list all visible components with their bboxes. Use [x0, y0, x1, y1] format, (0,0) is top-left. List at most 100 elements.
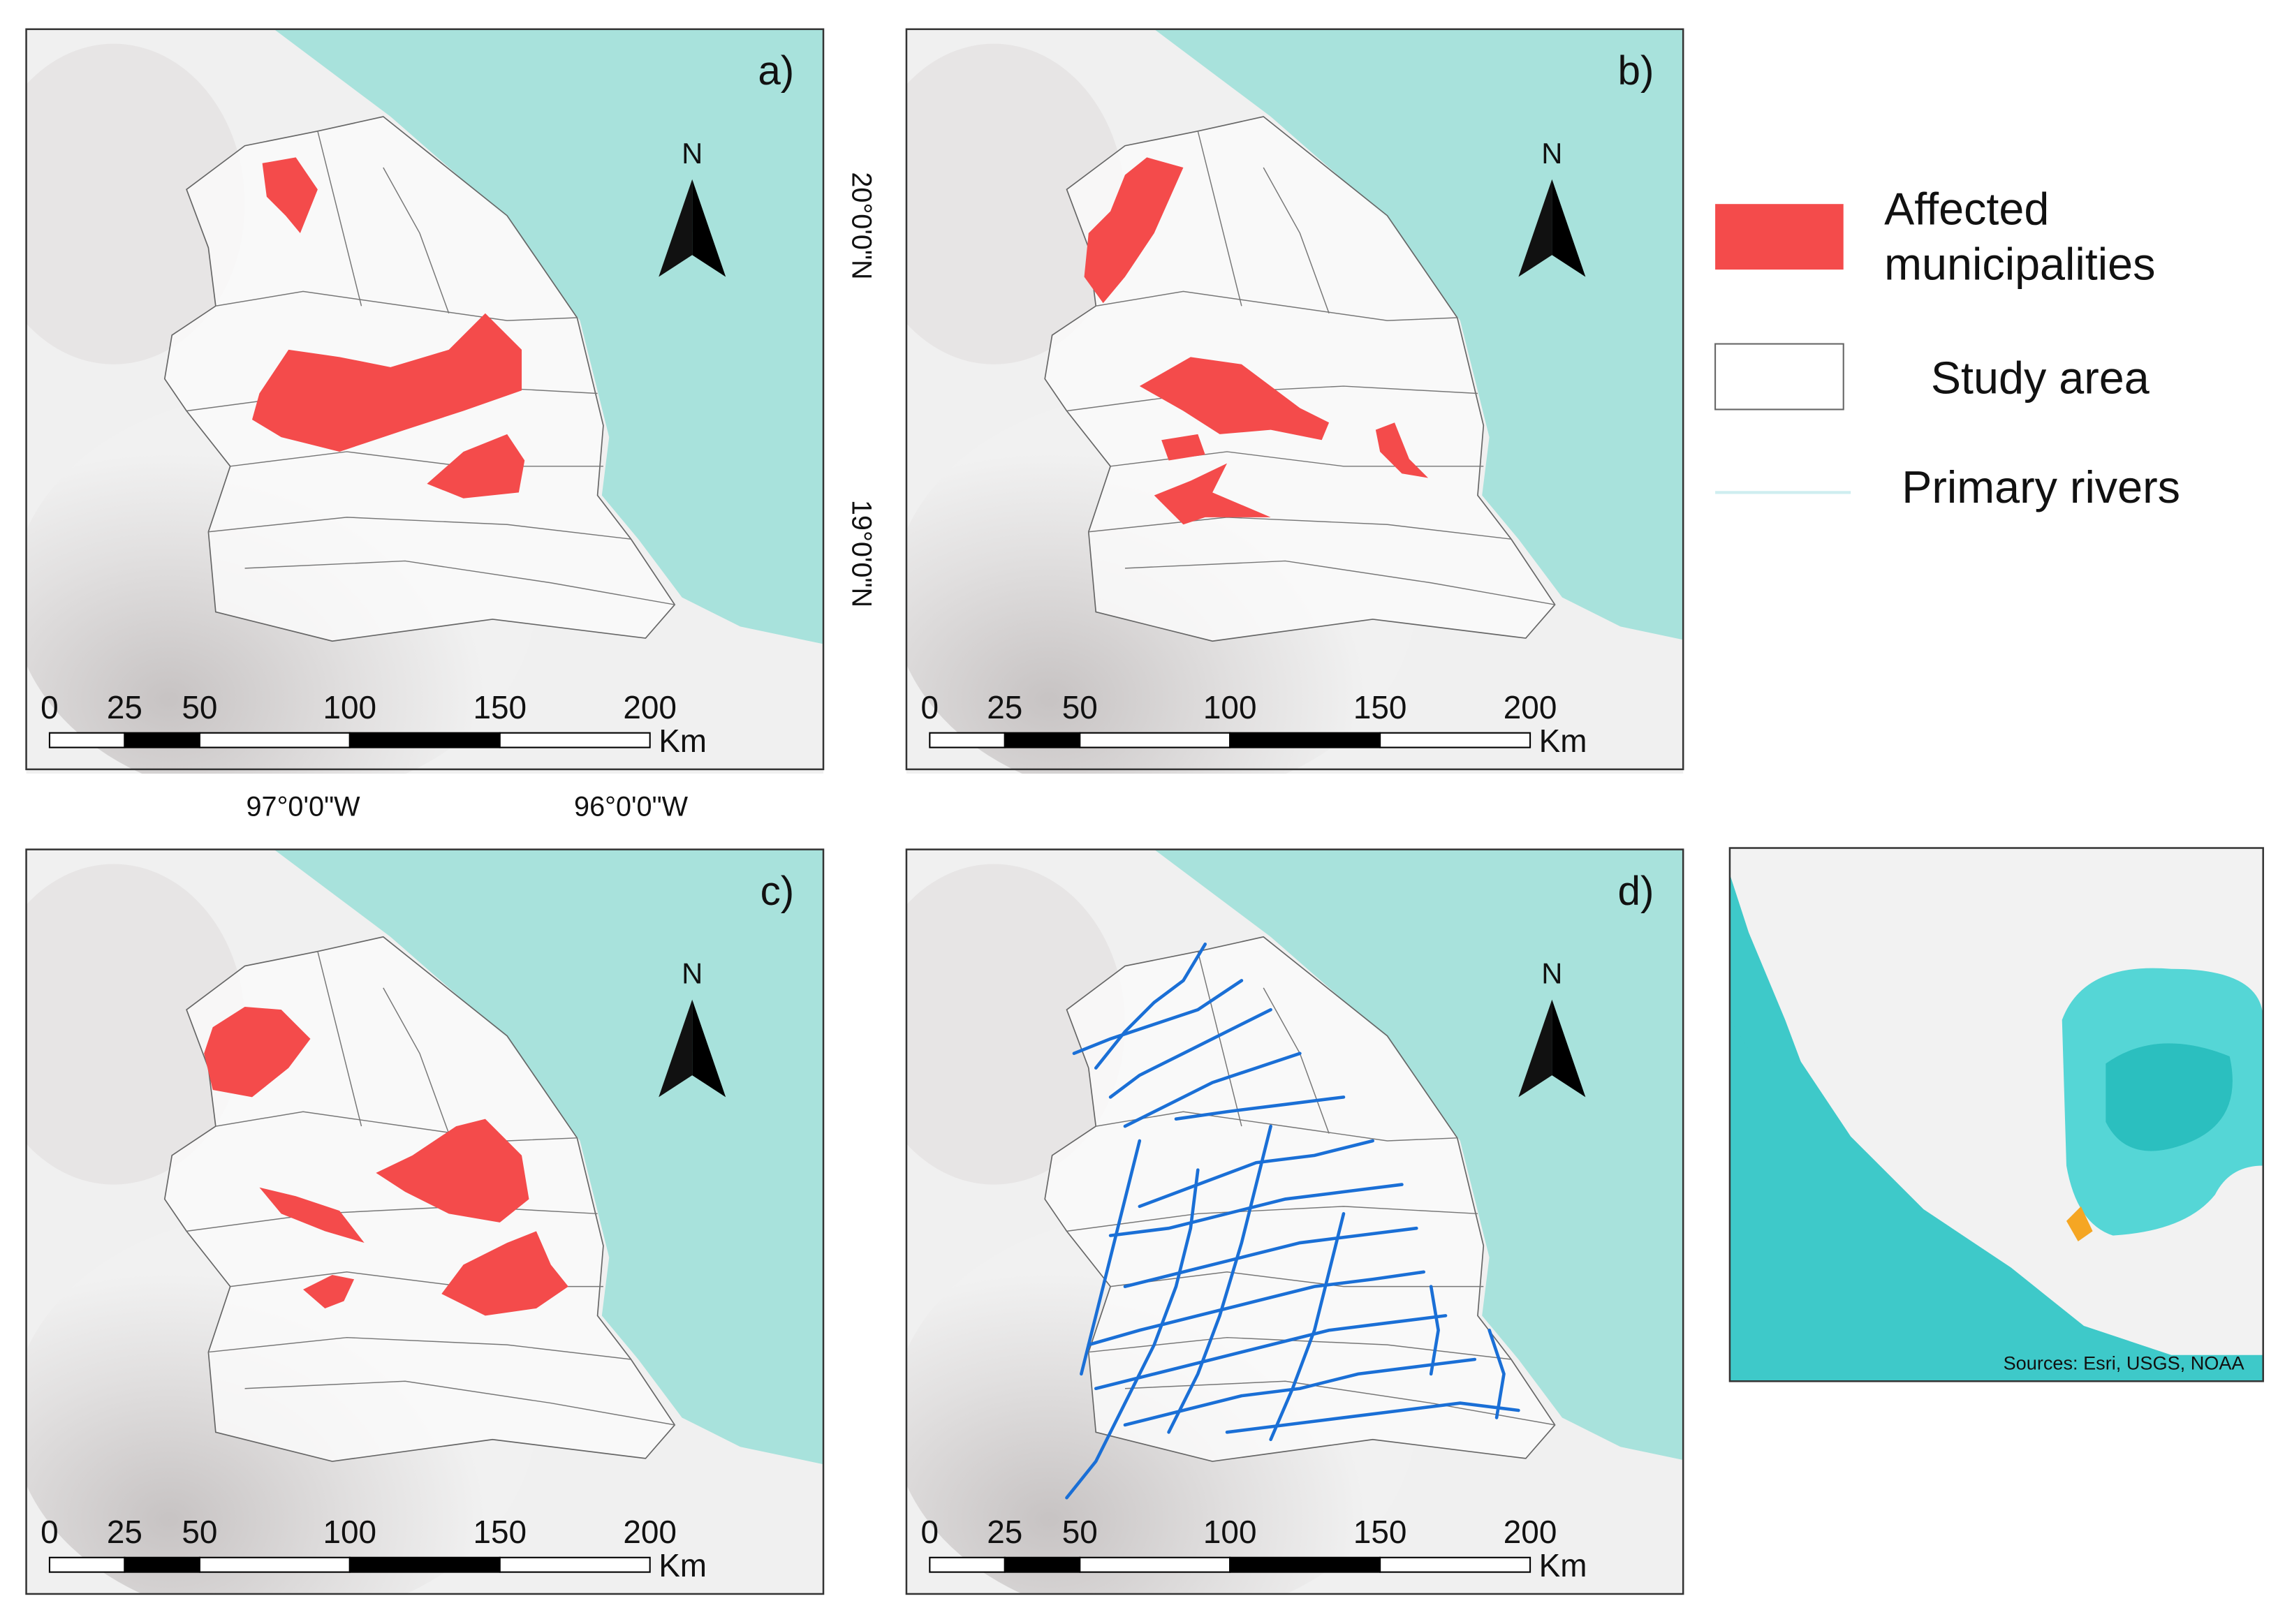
- map-body: [26, 849, 824, 1594]
- scale-segment: [1379, 732, 1531, 748]
- scale-label: 100: [1203, 1514, 1257, 1550]
- legend-swatch: [1715, 204, 1844, 270]
- longitude-label: 97°0'0"W: [247, 792, 361, 822]
- latitude-label: 19°0'0"N: [846, 500, 877, 607]
- river: [1072, 979, 1244, 1056]
- scale-label: 50: [1062, 689, 1098, 725]
- river: [1094, 1314, 1448, 1391]
- scale-segment: [348, 1556, 501, 1573]
- scale-label: 200: [623, 689, 677, 725]
- scale-segment: [198, 1556, 351, 1573]
- scale-label: 50: [182, 689, 217, 725]
- affected-municipality: [1154, 463, 1271, 525]
- affected-municipality: [1084, 157, 1184, 304]
- scale-segment: [499, 732, 651, 748]
- north-arrow: [692, 999, 726, 1098]
- affected-municipality: [204, 1006, 311, 1098]
- scale-segment: [124, 732, 200, 748]
- scale-label: 200: [623, 1514, 677, 1550]
- scale-label: 0: [41, 689, 59, 725]
- inset-frame: [1728, 847, 2264, 1382]
- panel-frame: [905, 848, 1684, 1595]
- scale-segment: [1004, 732, 1081, 748]
- affected-municipality: [376, 1119, 529, 1223]
- scale-label: 25: [107, 1514, 142, 1550]
- scale-unit: Km: [659, 723, 707, 759]
- legend-label: Affected municipalities: [1884, 183, 2156, 290]
- panel-frame: [905, 28, 1684, 771]
- river: [1487, 1328, 1506, 1419]
- scale-label: 0: [921, 689, 939, 725]
- river: [1269, 1212, 1346, 1442]
- river: [1138, 1139, 1374, 1209]
- scale-label: 200: [1504, 689, 1557, 725]
- scale-unit: Km: [1539, 1547, 1587, 1584]
- map-body: [906, 849, 1684, 1594]
- affected-municipality: [1375, 422, 1428, 478]
- longitude-label: 96°0'0"W: [574, 792, 689, 822]
- affected-municipality: [427, 434, 525, 499]
- affected-municipality: [252, 313, 522, 452]
- river: [1094, 942, 1207, 1070]
- scale-label: 25: [987, 689, 1022, 725]
- legend-label: Study area: [1931, 352, 2150, 403]
- affected-municipality: [1161, 434, 1205, 461]
- affected-municipality: [303, 1274, 355, 1308]
- panel-label: c): [761, 869, 795, 914]
- north-label: N: [1541, 957, 1562, 990]
- north-arrow: [692, 179, 726, 277]
- scale-segment: [929, 1556, 1006, 1573]
- river: [1108, 1007, 1272, 1099]
- river: [1123, 1226, 1418, 1288]
- scale-label: 100: [1203, 689, 1257, 725]
- scale-segment: [1229, 732, 1381, 748]
- scale-label: 100: [323, 689, 377, 725]
- north-label: N: [682, 137, 703, 170]
- north-arrow: [1552, 179, 1586, 277]
- scale-label: 25: [987, 1514, 1022, 1550]
- north-label: N: [682, 957, 703, 990]
- scale-label: 50: [182, 1514, 217, 1550]
- north-arrow: [1552, 999, 1586, 1098]
- scale-label: 150: [1353, 1514, 1407, 1550]
- scale-label: 150: [473, 1514, 527, 1550]
- inset-ocean: [1729, 961, 2263, 1382]
- river: [1065, 1168, 1200, 1500]
- scale-segment: [348, 732, 501, 748]
- scale-segment: [499, 1556, 651, 1573]
- legend-swatch: [1714, 343, 1844, 411]
- river: [1123, 1051, 1302, 1128]
- scale-label: 0: [921, 1514, 939, 1550]
- basemap: [906, 849, 1684, 1594]
- scale-label: 50: [1062, 1514, 1098, 1550]
- latitude-label: 20°0'0"N: [846, 172, 877, 279]
- scale-segment: [124, 1556, 200, 1573]
- north-arrow: [659, 999, 693, 1098]
- rivers: [1065, 942, 1520, 1500]
- scale-segment: [1379, 1556, 1531, 1573]
- river: [1167, 1124, 1272, 1434]
- scale-label: 150: [473, 689, 527, 725]
- panel-label: a): [758, 48, 794, 94]
- scale-segment: [1079, 732, 1231, 748]
- affected-municipality: [259, 1187, 365, 1243]
- river: [1123, 1357, 1477, 1427]
- panel-frame: [25, 848, 825, 1595]
- river: [1087, 1270, 1426, 1347]
- inset-ocean: [1729, 874, 1807, 1079]
- river: [1429, 1285, 1440, 1376]
- inset-source: Sources: Esri, USGS, NOAA: [2004, 1352, 2245, 1374]
- river: [1108, 1183, 1404, 1237]
- scale-unit: Km: [659, 1547, 707, 1584]
- scale-segment: [48, 732, 126, 748]
- north-arrow: [1518, 179, 1552, 277]
- panel-label: d): [1618, 869, 1654, 914]
- scale-segment: [929, 732, 1006, 748]
- panel-frame: [25, 28, 825, 771]
